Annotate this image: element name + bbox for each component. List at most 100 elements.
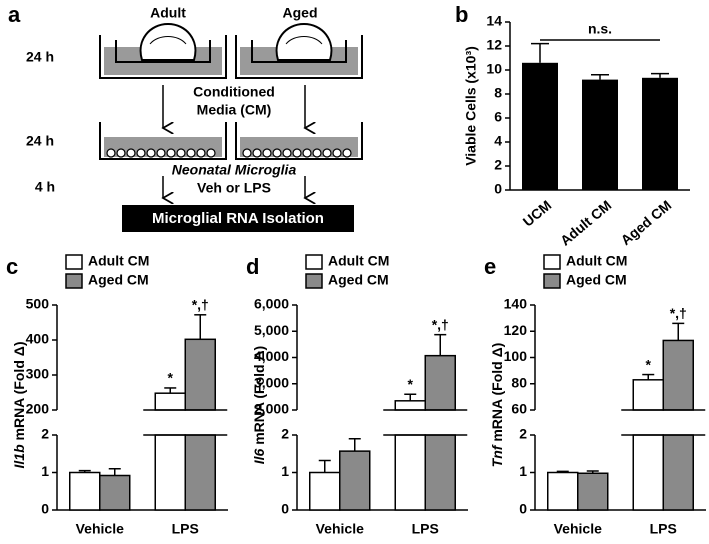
bar <box>69 471 101 511</box>
y-tick-label: 300 <box>26 366 50 382</box>
y-tick-label: 5,000 <box>254 322 289 338</box>
y-tick-label: 2 <box>281 426 289 442</box>
y-label: Tnf mRNA (Fold Δ) <box>489 343 505 468</box>
bar <box>577 472 609 511</box>
y-tick-label: 200 <box>26 401 50 417</box>
x-tick-label: LPS <box>172 521 199 537</box>
y-label-gene: Il1b <box>11 444 27 469</box>
time-label: 24 h <box>26 133 54 149</box>
bar <box>547 471 579 511</box>
legend-swatch <box>305 273 323 289</box>
insert-label: Adult <box>150 5 186 21</box>
brain-detail <box>149 36 323 45</box>
y-tick-label: 14 <box>486 13 502 29</box>
y-label: Viable Cells (x10³) <box>463 46 479 166</box>
y-tick-label: 140 <box>504 296 528 312</box>
y-tick-label: 12 <box>486 37 502 53</box>
bar-upper <box>184 338 216 411</box>
x-tick-label: LPS <box>650 521 677 537</box>
bar-upper <box>662 339 694 411</box>
x-tick-label: Vehicle <box>554 521 602 537</box>
y-tick-label: 8 <box>494 85 502 101</box>
significance-marker: * <box>646 356 652 372</box>
y-tick-label: 4 <box>494 133 502 149</box>
y-tick-label: 60 <box>511 401 527 417</box>
y-tick-label: 2 <box>519 426 527 442</box>
bar-upper <box>632 379 664 411</box>
legend-swatch <box>65 273 83 289</box>
legend-swatch <box>543 254 561 270</box>
bar <box>642 77 678 190</box>
x-tick-label: Aged CM <box>618 197 675 248</box>
cm-label: Conditioned <box>193 84 275 100</box>
legend-swatch <box>305 254 323 270</box>
bar-lower <box>424 434 456 511</box>
cells-label: Neonatal Microglia <box>172 162 297 178</box>
brain-slice <box>139 22 333 61</box>
legend-swatch <box>65 254 83 270</box>
panel-label: a <box>8 2 21 27</box>
y-label: Il6 mRNA (Fold Δ) <box>251 346 267 464</box>
significance-marker: * <box>408 376 414 392</box>
significance-marker: *,† <box>432 316 449 332</box>
bar-upper <box>424 354 456 411</box>
y-label-gene: Tnf <box>489 444 505 467</box>
y-tick-label: 6,000 <box>254 296 289 312</box>
x-tick-label: LPS <box>412 521 439 537</box>
y-tick-label: 2,000 <box>254 401 289 417</box>
y-tick-label: 1 <box>519 463 527 479</box>
bar-lower <box>154 434 186 511</box>
y-tick-label: 100 <box>504 348 528 364</box>
treatment-label: Veh or LPS <box>197 180 271 196</box>
annotation: n.s. <box>588 21 612 37</box>
significance-marker: * <box>168 370 174 386</box>
well <box>99 122 363 160</box>
x-tick-label: UCM <box>520 197 555 230</box>
y-tick-label: 6 <box>494 109 502 125</box>
cells <box>106 148 352 158</box>
significance-marker: *,† <box>192 297 209 313</box>
y-tick-label: 0 <box>281 501 289 517</box>
y-tick-label: 1 <box>41 463 49 479</box>
bar <box>339 450 371 511</box>
significance-marker: *,† <box>670 305 687 321</box>
x-tick-label: Vehicle <box>316 521 364 537</box>
bar-lower <box>184 434 216 511</box>
legend-label: Adult CM <box>328 253 389 269</box>
y-tick-label: 4,000 <box>254 348 289 364</box>
bar <box>522 62 558 190</box>
y-tick-label: 0 <box>519 501 527 517</box>
legend-label: Aged CM <box>566 272 627 288</box>
bar-lower <box>632 434 664 511</box>
y-tick-label: 10 <box>486 61 502 77</box>
panel-label: d <box>246 254 259 279</box>
x-tick-label: Vehicle <box>76 521 124 537</box>
y-tick-label: 500 <box>26 296 50 312</box>
legend-label: Adult CM <box>566 253 627 269</box>
y-tick-label: 1 <box>281 463 289 479</box>
time-label: 4 h <box>35 179 55 195</box>
y-label-text: mRNA (Fold Δ) <box>11 342 27 441</box>
bar-lower <box>662 434 694 511</box>
y-tick-label: 120 <box>504 322 528 338</box>
bar <box>309 471 341 511</box>
y-label-gene: Il6 <box>251 448 267 464</box>
bar-upper <box>154 392 186 411</box>
x-tick-label: Adult CM <box>557 197 614 249</box>
y-label-text: mRNA (Fold Δ) <box>489 343 505 442</box>
insert-label: Aged <box>283 5 318 21</box>
bar <box>99 474 131 511</box>
y-tick-label: 3,000 <box>254 374 289 390</box>
bar-upper <box>394 400 426 411</box>
y-tick-label: 400 <box>26 331 50 347</box>
final-step: Microglial RNA Isolation <box>152 210 324 227</box>
bar <box>582 79 618 190</box>
y-tick-label: 2 <box>41 426 49 442</box>
panel-label: e <box>484 254 496 279</box>
y-tick-label: 0 <box>494 181 502 197</box>
legend-label: Adult CM <box>88 253 149 269</box>
y-tick-label: 80 <box>511 374 527 390</box>
time-label: 24 h <box>26 49 54 65</box>
panel-label: c <box>6 254 18 279</box>
